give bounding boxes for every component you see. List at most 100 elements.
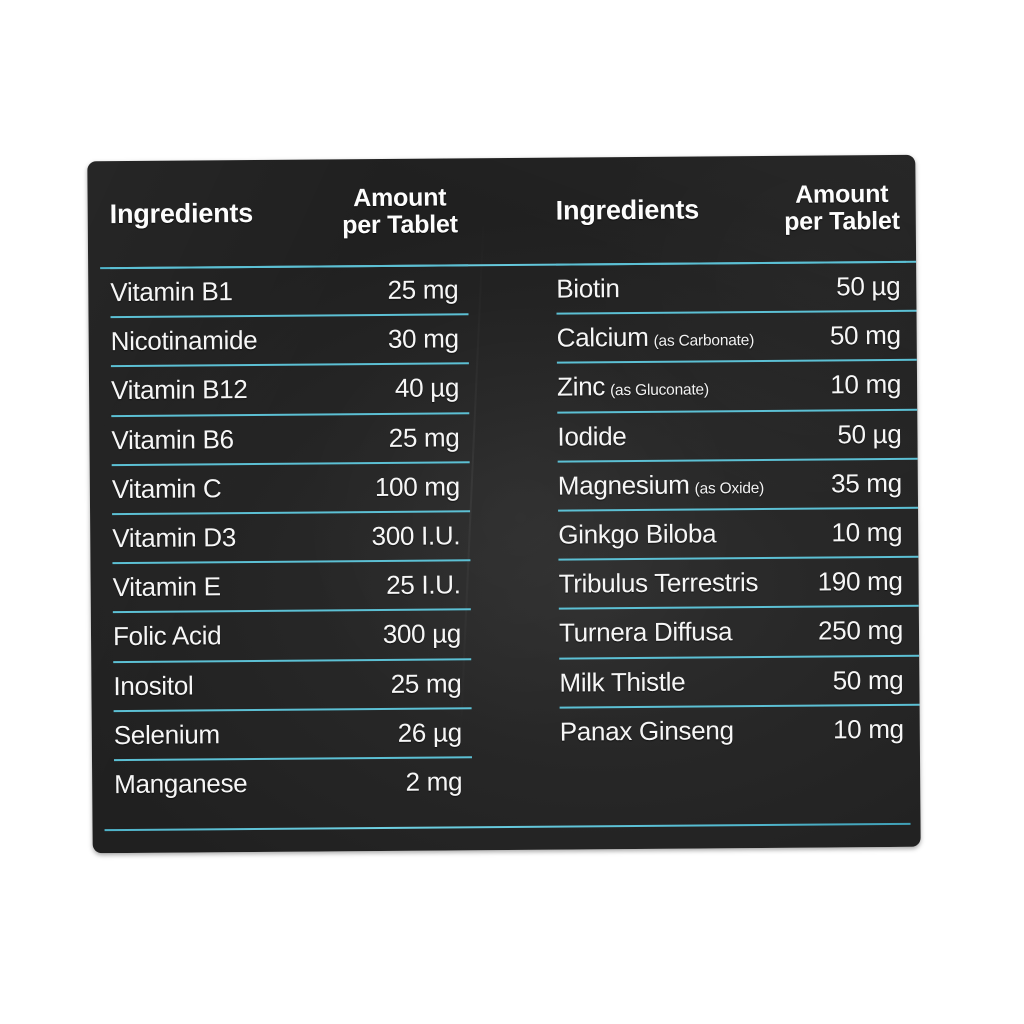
ingredient-row: Calcium (as Carbonate) 50 mg <box>556 309 917 362</box>
ingredient-amount: 100 mg <box>374 471 460 502</box>
ingredient-name: Vitamin B1 <box>110 276 233 308</box>
ingredient-name-text: Vitamin B1 <box>110 276 233 308</box>
right-ingredient-rows: Biotin 50 µg Calcium (as Carbonate) 50 mg Zin… <box>556 260 920 756</box>
ingredient-amount: 190 mg <box>817 566 903 597</box>
ingredient-name: Turnera Diffusa <box>559 617 732 649</box>
supplement-facts-label: Ingredients Amount per Tablet Vitamin B1… <box>87 154 921 854</box>
ingredient-amount: 25 I.U. <box>386 569 461 601</box>
ingredient-row: Vitamin C 100 mg <box>111 461 471 514</box>
ingredient-amount: 10 mg <box>830 369 902 400</box>
ingredient-name-text: Vitamin C <box>111 473 222 504</box>
ingredient-name-text: Turnera Diffusa <box>558 616 733 648</box>
ingredient-row: Vitamin D3 300 I.U. <box>112 510 471 563</box>
ingredient-row: Milk Thistle 50 mg <box>559 654 920 707</box>
ingredient-amount: 25 mg <box>390 667 462 699</box>
ingredient-row: Panax Ginseng 10 mg <box>559 703 920 756</box>
left-ingredient-rows: Vitamin B1 25 mg Nicotinamide 30 mg Vitamin … <box>110 264 473 809</box>
ingredient-name: Vitamin B12 <box>111 374 248 406</box>
ingredient-amount: 250 mg <box>817 615 904 646</box>
ingredient-qualifier: (as Carbonate) <box>653 332 755 351</box>
ingredient-columns: Ingredients Amount per Tablet Vitamin B1… <box>87 155 920 853</box>
label-content: Ingredients Amount per Tablet Vitamin B1… <box>87 155 920 853</box>
ingredient-name: Vitamin B6 <box>111 424 234 456</box>
ingredient-name: Vitamin E <box>113 571 221 603</box>
left-ingredient-column: Ingredients Amount per Tablet Vitamin B1… <box>87 158 473 853</box>
ingredient-name-text: Vitamin B12 <box>110 374 248 406</box>
ingredient-row: Folic Acid 300 µg <box>112 608 472 661</box>
ingredient-name: Vitamin D3 <box>112 522 236 554</box>
ingredient-amount: 300 µg <box>382 618 462 650</box>
ingredient-name-text: Magnesium <box>557 469 690 501</box>
ingredient-amount: 50 mg <box>832 664 904 696</box>
ingredient-name: Manganese <box>114 768 247 800</box>
ingredient-name-text: Vitamin D3 <box>112 522 237 554</box>
ingredient-name: Tribulus Terrestris <box>559 567 759 600</box>
ingredient-name: Nicotinamide <box>111 325 258 357</box>
left-header-amount-line1: Amount <box>353 183 447 213</box>
left-header-amount-line2: per Tablet <box>342 210 458 240</box>
ingredient-row: Biotin 50 µg <box>556 260 917 313</box>
ingredient-name-text: Iodide <box>557 420 627 452</box>
ingredient-name: Ginkgo Biloba <box>558 518 716 550</box>
ingredient-name-text: Ginkgo Biloba <box>558 518 717 550</box>
ingredient-name-text: Milk Thistle <box>559 666 686 698</box>
ingredient-qualifier: (as Oxide) <box>694 479 765 498</box>
ingredient-name: Panax Ginseng <box>560 715 734 747</box>
right-header-amount-line1: Amount <box>795 180 889 209</box>
ingredient-name-text: Selenium <box>113 719 220 750</box>
left-column-header: Ingredients Amount per Tablet <box>109 158 468 267</box>
ingredient-amount: 10 mg <box>831 516 903 548</box>
right-ingredient-column: Ingredients Amount per Tablet Biotin 50 µ… <box>555 155 920 850</box>
ingredient-row: Vitamin B6 25 mg <box>111 411 470 464</box>
ingredient-row: Iodide 50 µg <box>557 408 918 461</box>
ingredient-amount: 2 mg <box>405 766 463 797</box>
ingredient-row: Turnera Diffusa 250 mg <box>558 605 920 658</box>
ingredient-amount: 50 µg <box>836 270 901 302</box>
ingredient-name-text: Biotin <box>556 273 620 304</box>
right-column-header: Ingredients Amount per Tablet <box>555 155 916 264</box>
column-gutter <box>467 158 560 851</box>
ingredient-name-text: Vitamin B6 <box>111 423 234 455</box>
ingredient-name-text: Zinc <box>556 371 606 403</box>
ingredient-row: Vitamin B1 25 mg <box>110 264 469 317</box>
ingredient-row: Inositol 25 mg <box>113 657 472 710</box>
left-header-ingredients: Ingredients <box>109 197 254 229</box>
ingredient-name: Calcium (as Carbonate) <box>557 321 755 354</box>
ingredient-name: Inositol <box>113 670 193 702</box>
ingredient-row: Vitamin E 25 I.U. <box>112 559 471 612</box>
ingredient-amount: 50 µg <box>837 418 902 450</box>
ingredient-row: Manganese 2 mg <box>113 756 473 809</box>
ingredient-name-text: Calcium <box>556 322 649 353</box>
ingredient-name-text: Vitamin E <box>112 571 221 603</box>
ingredient-name-text: Inositol <box>113 670 194 701</box>
ingredient-amount: 35 mg <box>830 467 902 499</box>
ingredient-qualifier: (as Gluconate) <box>609 381 709 400</box>
ingredient-name-text: Nicotinamide <box>110 325 258 357</box>
ingredient-row: Nicotinamide 30 mg <box>110 313 469 366</box>
ingredient-name: Vitamin C <box>112 473 222 505</box>
ingredient-name: Iodide <box>557 421 626 453</box>
ingredient-amount: 300 I.U. <box>371 520 461 552</box>
ingredient-name: Biotin <box>556 273 619 304</box>
ingredient-amount: 40 µg <box>394 372 460 404</box>
ingredient-amount: 10 mg <box>832 713 904 745</box>
ingredient-name: Milk Thistle <box>559 666 685 698</box>
ingredient-amount: 26 µg <box>397 717 462 748</box>
ingredient-row: Ginkgo Biloba 10 mg <box>558 506 919 559</box>
ingredient-name: Zinc (as Gluconate) <box>557 371 709 403</box>
right-header-amount: Amount per Tablet <box>784 180 916 236</box>
ingredient-row: Selenium 26 µg <box>113 706 472 759</box>
ingredient-row: Vitamin B12 40 µg <box>110 362 470 415</box>
right-header-ingredients: Ingredients <box>555 193 700 226</box>
ingredient-amount: 25 mg <box>388 422 460 453</box>
left-header-amount: Amount per Tablet <box>342 183 468 240</box>
ingredient-name-text: Tribulus Terrestris <box>558 567 759 599</box>
ingredient-amount: 50 mg <box>829 320 901 351</box>
ingredient-name-text: Panax Ginseng <box>559 714 734 747</box>
ingredient-row: Magnesium (as Oxide) 35 mg <box>557 457 919 510</box>
ingredient-amount: 30 mg <box>387 323 459 355</box>
ingredient-amount: 25 mg <box>387 274 459 306</box>
ingredient-name: Magnesium (as Oxide) <box>558 469 764 502</box>
ingredient-row: Tribulus Terrestris 190 mg <box>558 555 919 608</box>
